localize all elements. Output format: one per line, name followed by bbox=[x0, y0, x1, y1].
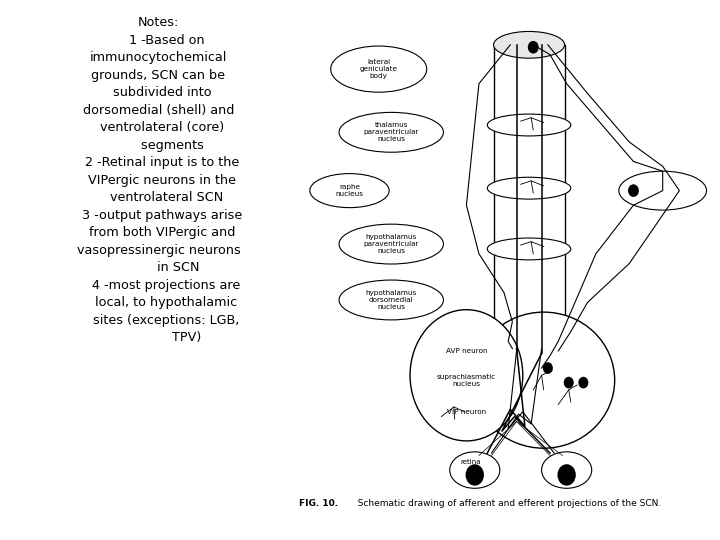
Circle shape bbox=[578, 377, 588, 388]
Text: thalamus
paraventricular
nucleus: thalamus paraventricular nucleus bbox=[364, 122, 419, 143]
Ellipse shape bbox=[541, 452, 592, 488]
Text: AVP neuron: AVP neuron bbox=[446, 348, 487, 354]
Ellipse shape bbox=[494, 31, 564, 58]
Ellipse shape bbox=[487, 177, 571, 199]
Text: hypothalamus
dorsomedial
nucleus: hypothalamus dorsomedial nucleus bbox=[366, 290, 417, 310]
Circle shape bbox=[466, 464, 484, 485]
Circle shape bbox=[557, 464, 576, 485]
Ellipse shape bbox=[339, 112, 444, 152]
Ellipse shape bbox=[487, 114, 571, 136]
Ellipse shape bbox=[450, 452, 500, 488]
Ellipse shape bbox=[619, 171, 706, 210]
Circle shape bbox=[628, 184, 639, 197]
Text: raphe
nucleus: raphe nucleus bbox=[336, 184, 364, 197]
Ellipse shape bbox=[330, 46, 427, 92]
Text: lateral
geniculate
body: lateral geniculate body bbox=[360, 59, 397, 79]
Text: VIP neuron: VIP neuron bbox=[447, 409, 486, 415]
Text: suprachiasmatic
nucleus: suprachiasmatic nucleus bbox=[437, 374, 496, 387]
Ellipse shape bbox=[473, 312, 615, 448]
Circle shape bbox=[543, 362, 553, 374]
Circle shape bbox=[564, 377, 574, 388]
Text: FIG. 10.: FIG. 10. bbox=[300, 499, 338, 508]
Text: Schematic drawing of afferent and efferent projections of the SCN.: Schematic drawing of afferent and effere… bbox=[349, 499, 662, 508]
Ellipse shape bbox=[339, 224, 444, 264]
Text: hypothalamus
paraventricular
nucleus: hypothalamus paraventricular nucleus bbox=[364, 234, 419, 254]
Ellipse shape bbox=[487, 238, 571, 260]
Ellipse shape bbox=[339, 280, 444, 320]
Text: retina: retina bbox=[460, 459, 481, 465]
Text: Notes:
    1 -Based on
immunocytochemical
grounds, SCN can be
  subdivided into
: Notes: 1 -Based on immunocytochemical gr… bbox=[74, 16, 243, 344]
Circle shape bbox=[528, 41, 539, 53]
Circle shape bbox=[410, 309, 523, 441]
Ellipse shape bbox=[310, 173, 389, 207]
